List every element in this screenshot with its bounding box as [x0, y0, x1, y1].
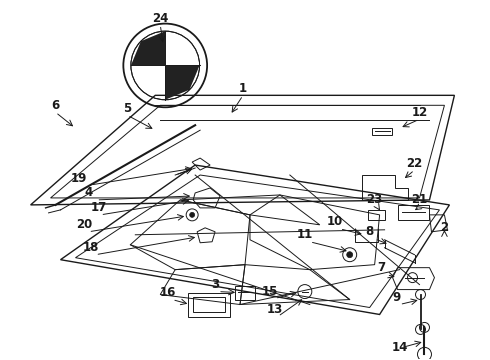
Text: 14: 14: [392, 341, 408, 354]
Text: 24: 24: [152, 12, 169, 25]
Text: 4: 4: [84, 186, 93, 199]
Text: 17: 17: [90, 201, 106, 215]
Polygon shape: [131, 31, 165, 66]
Text: 23: 23: [367, 193, 383, 206]
Text: 22: 22: [406, 157, 423, 170]
Text: 3: 3: [211, 278, 219, 291]
Circle shape: [190, 212, 195, 217]
Circle shape: [347, 252, 353, 258]
Text: 15: 15: [262, 285, 278, 298]
Text: 11: 11: [297, 228, 313, 241]
Text: 5: 5: [123, 102, 131, 115]
Text: 1: 1: [239, 82, 247, 95]
Text: 8: 8: [366, 225, 374, 238]
Text: 10: 10: [327, 215, 343, 228]
Text: 7: 7: [378, 261, 386, 274]
Text: 12: 12: [412, 106, 428, 119]
Polygon shape: [165, 66, 199, 100]
Text: 9: 9: [392, 291, 401, 304]
Text: 19: 19: [70, 171, 87, 185]
Text: 20: 20: [76, 218, 93, 231]
Text: 16: 16: [160, 286, 176, 299]
Text: 13: 13: [267, 303, 283, 316]
Text: 6: 6: [51, 99, 60, 112]
Text: 2: 2: [441, 221, 448, 234]
Text: 18: 18: [82, 241, 98, 254]
Text: 21: 21: [412, 193, 428, 206]
